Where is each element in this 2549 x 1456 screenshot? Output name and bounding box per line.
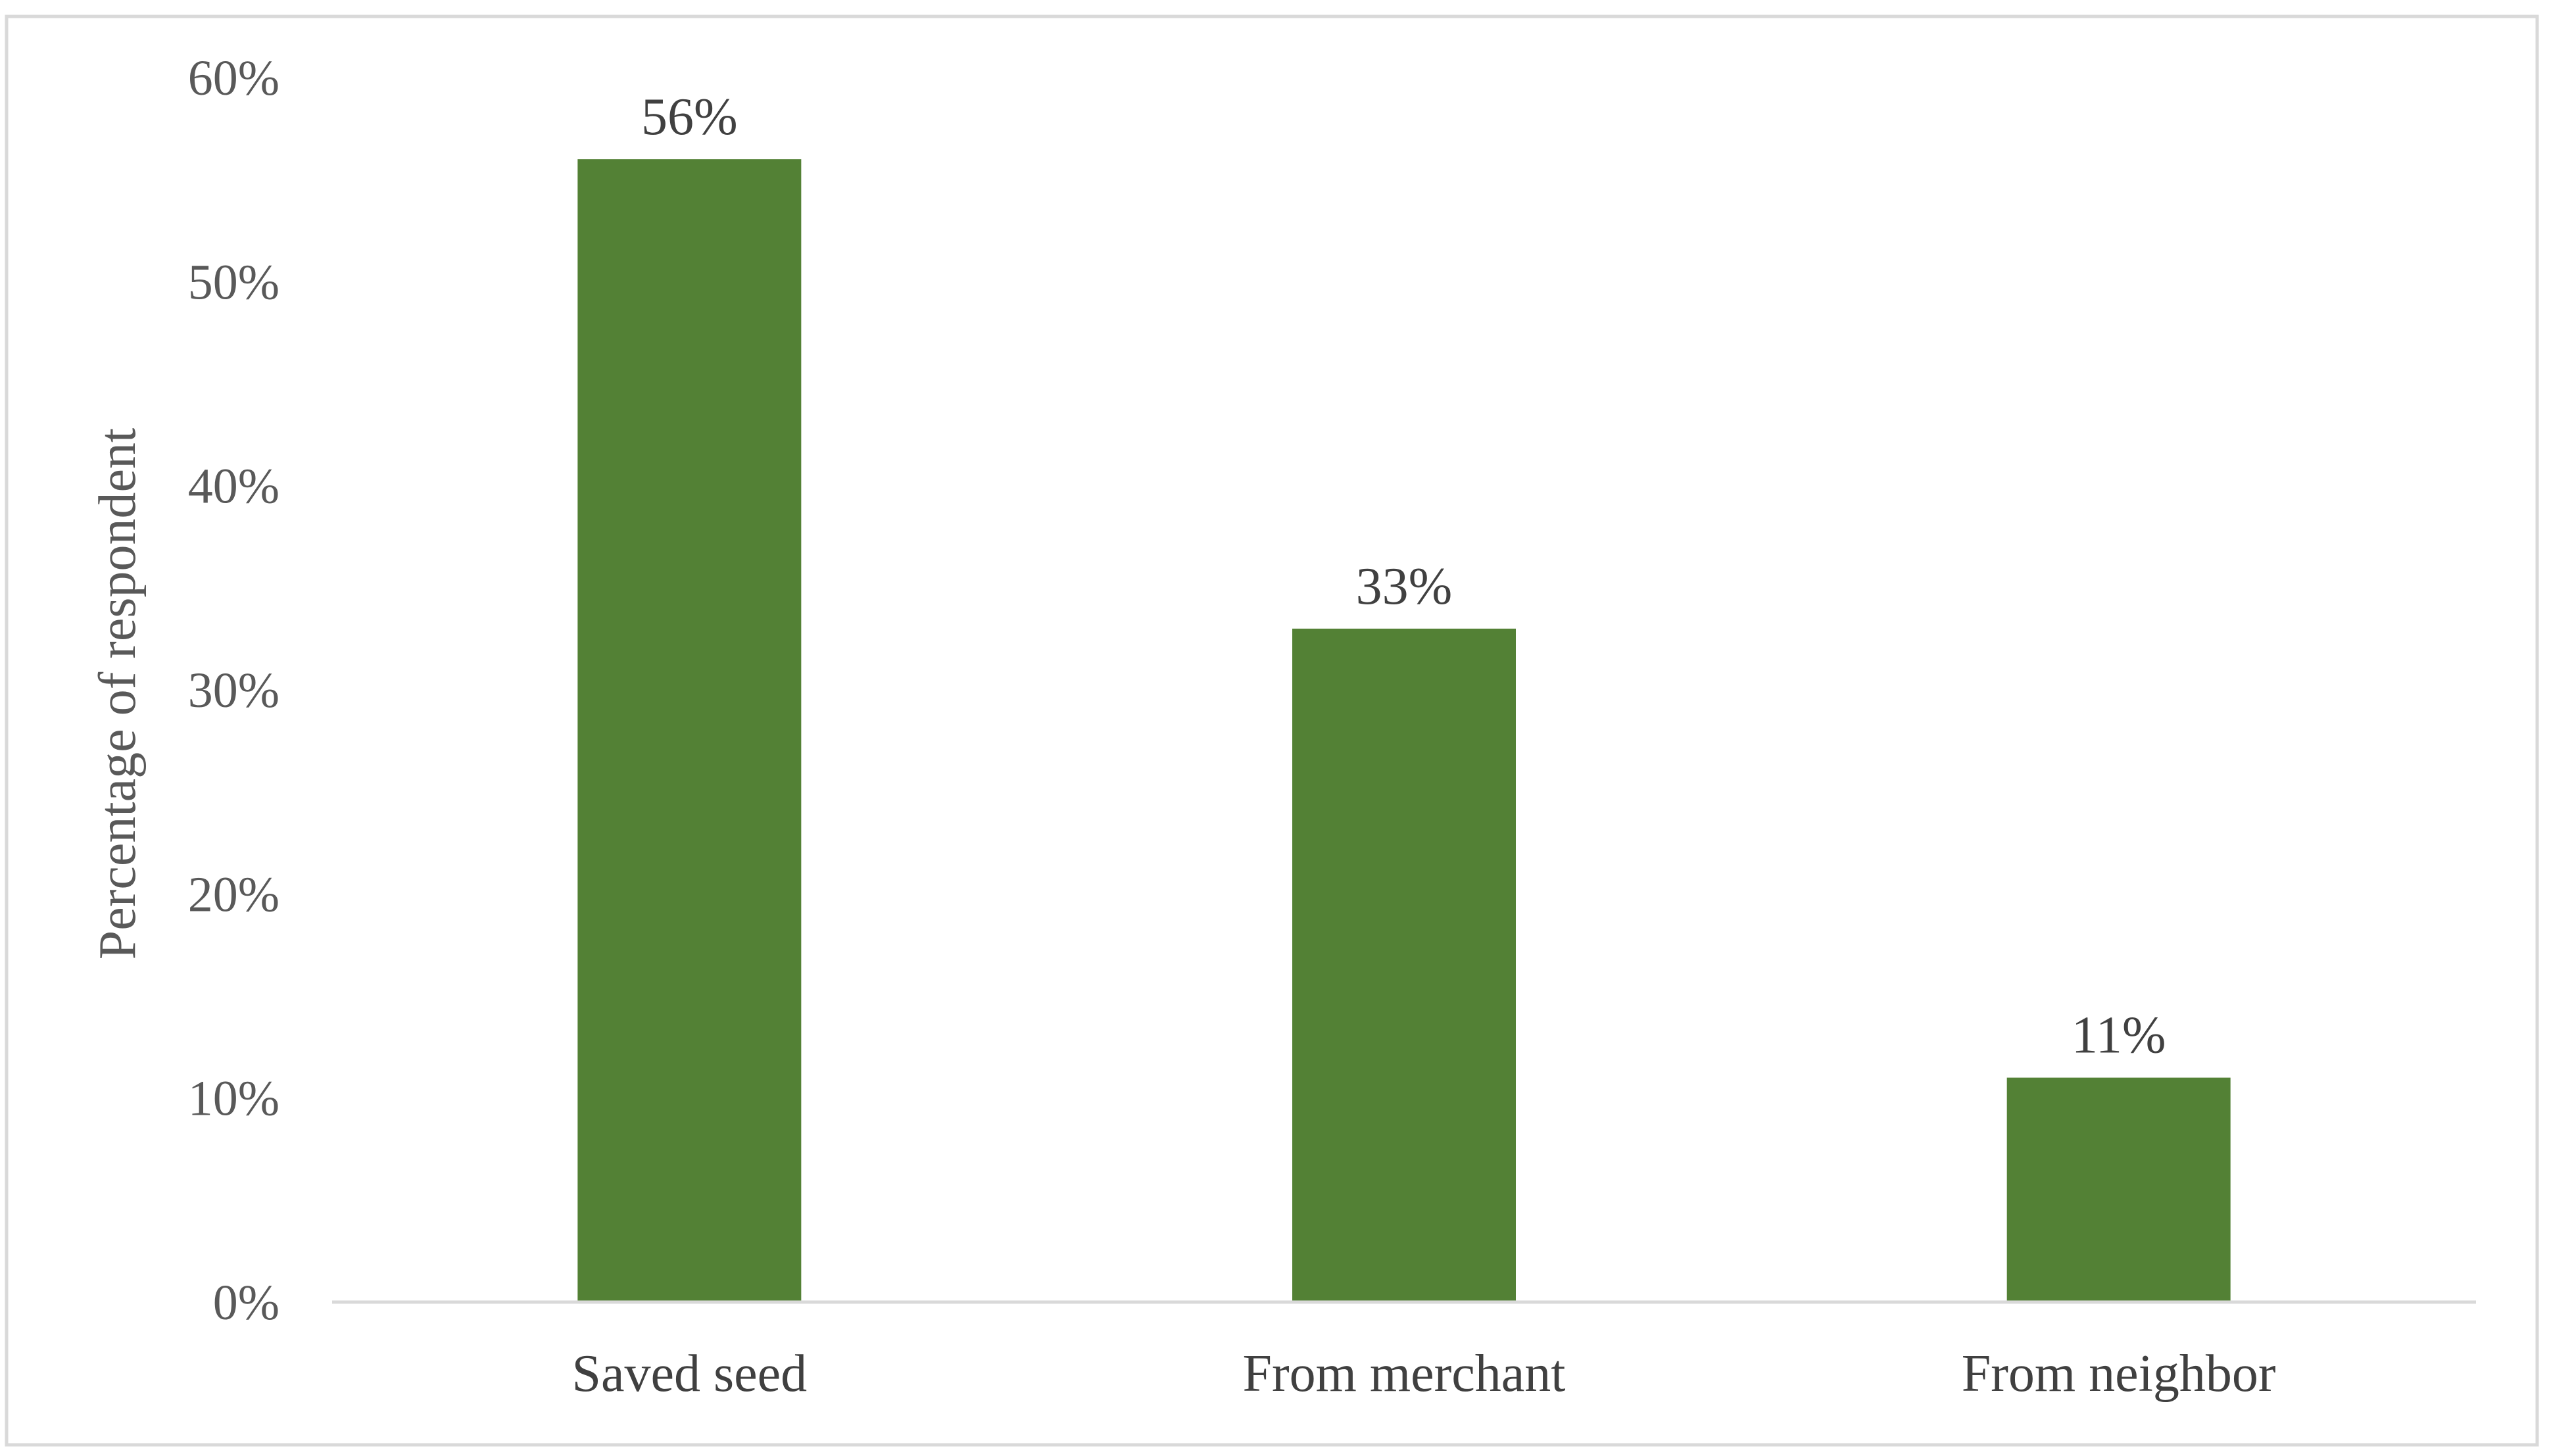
bar — [577, 159, 802, 1303]
y-axis: 0% 10% 20% 30% 40% 50% 60% — [188, 51, 279, 1330]
y-tick-label: 10% — [188, 1071, 279, 1127]
y-tick-label: 40% — [188, 459, 279, 514]
data-label: 11% — [2072, 1007, 2166, 1065]
data-label: 33% — [1356, 558, 1453, 616]
bar — [1292, 628, 1516, 1302]
bars — [577, 159, 2231, 1303]
data-labels: 56% 33% 11% — [641, 88, 2166, 1065]
x-tick-label: Saved seed — [572, 1345, 808, 1403]
y-axis-title: Percentage of respondent — [89, 428, 147, 960]
x-tick-label: From neighbor — [1962, 1345, 2276, 1403]
x-axis: Saved seed From merchant From neighbor — [572, 1345, 2276, 1403]
x-tick-label: From merchant — [1243, 1345, 1566, 1403]
data-label: 56% — [641, 88, 738, 146]
y-tick-label: 20% — [188, 867, 279, 922]
y-tick-label: 0% — [213, 1275, 279, 1330]
bar — [2006, 1077, 2231, 1302]
y-tick-label: 50% — [188, 255, 279, 310]
y-tick-label: 60% — [188, 51, 279, 106]
y-tick-label: 30% — [188, 663, 279, 718]
